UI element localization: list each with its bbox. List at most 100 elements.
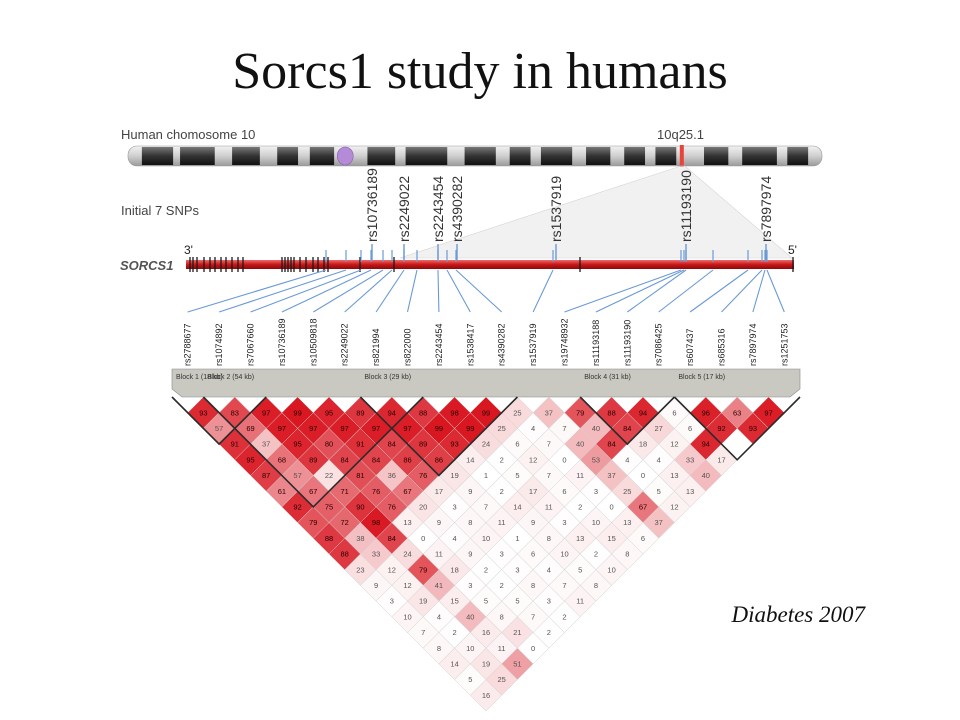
ld-value: 5 <box>515 471 519 480</box>
snp-label: rs1251753 <box>779 323 789 366</box>
snp-label-row: rs2788677 rs1074892 rs7067660 rs10736189 rs1… <box>183 318 790 366</box>
ld-value: 76 <box>388 503 396 512</box>
ld-value: 40 <box>592 424 600 433</box>
ld-value: 7 <box>421 628 425 637</box>
ld-value: 98 <box>450 408 458 417</box>
ld-value: 79 <box>419 565 427 574</box>
ld-block-outline <box>673 396 801 461</box>
ld-value: 92 <box>293 503 301 512</box>
ld-value: 94 <box>388 408 396 417</box>
snp-label: rs10736189 <box>277 318 287 366</box>
ld-value: 89 <box>309 455 317 464</box>
ld-value: 83 <box>231 408 239 417</box>
ld-value: 91 <box>356 440 364 449</box>
ld-value: 2 <box>484 565 488 574</box>
ld-value: 0 <box>531 644 535 653</box>
ld-value: 97 <box>372 424 380 433</box>
ld-value: 8 <box>500 612 504 621</box>
ld-value: 11 <box>576 471 584 480</box>
ld-value: 7 <box>531 612 535 621</box>
snp-connector <box>658 269 714 313</box>
gene-exons <box>189 257 794 272</box>
ld-value: 0 <box>610 503 614 512</box>
ld-value: 57 <box>215 424 223 433</box>
ld-value: 10 <box>466 644 474 653</box>
ld-value: 86 <box>403 455 411 464</box>
ld-value: 63 <box>733 408 741 417</box>
page-title: Sorcs1 study in humans <box>232 43 727 100</box>
ld-value: 71 <box>341 487 349 496</box>
ld-value: 5 <box>657 487 661 496</box>
ld-value: 9 <box>437 518 441 527</box>
ld-value: 7 <box>484 503 488 512</box>
ld-value: 97 <box>341 424 349 433</box>
ld-value: 53 <box>592 455 600 464</box>
ld-value: 5 <box>468 675 472 684</box>
ld-value: 0 <box>421 534 425 543</box>
ld-block-outline <box>171 396 267 446</box>
ld-value: 7 <box>562 424 566 433</box>
ld-value: 12 <box>670 503 678 512</box>
ld-value: 76 <box>419 471 427 480</box>
snp-connector <box>721 269 763 313</box>
ld-value: 19 <box>482 660 490 669</box>
ld-block-outline <box>359 396 518 477</box>
ld-value: 6 <box>562 487 566 496</box>
ld-value: 97 <box>764 408 772 417</box>
ld-value: 75 <box>325 503 333 512</box>
ld-value: 18 <box>639 440 647 449</box>
ld-value: 88 <box>325 534 333 543</box>
ld-value: 68 <box>278 455 286 464</box>
gene-bar <box>186 260 794 269</box>
snp-label: rs2788677 <box>183 323 193 366</box>
snp-label: rs1538417 <box>465 323 475 366</box>
ld-value: 67 <box>639 503 647 512</box>
ld-value: 89 <box>356 408 364 417</box>
gene-track: SORCS1 3' 5' <box>120 243 797 273</box>
ld-value: 3 <box>468 581 472 590</box>
ld-value: 99 <box>293 408 301 417</box>
ld-value: 37 <box>545 408 553 417</box>
ld-value: 4 <box>547 565 551 574</box>
ld-value: 27 <box>655 424 663 433</box>
gene-3prime: 3' <box>184 243 193 257</box>
chromosome-band <box>464 147 496 165</box>
ld-value: 76 <box>372 487 380 496</box>
snp-label: rs4390282 <box>497 323 507 366</box>
ld-value: 99 <box>482 408 490 417</box>
ld-value: 25 <box>498 675 506 684</box>
ld-value: 11 <box>435 550 443 559</box>
ld-value: 10 <box>482 534 490 543</box>
ld-value: 51 <box>513 660 521 669</box>
ld-value: 84 <box>388 534 396 543</box>
ld-value: 6 <box>531 550 535 559</box>
ld-value: 37 <box>607 471 615 480</box>
ld-value: 96 <box>702 408 710 417</box>
ld-value: 69 <box>246 424 254 433</box>
ld-value: 13 <box>403 518 411 527</box>
initial-snp-label: rs7897974 <box>758 176 774 242</box>
snp-label: rs821994 <box>371 328 381 366</box>
ld-value: 17 <box>435 487 443 496</box>
ld-value: 94 <box>702 440 710 449</box>
ld-value: 20 <box>419 503 427 512</box>
ld-value: 17 <box>529 487 537 496</box>
ld-value: 1 <box>515 534 519 543</box>
ld-value: 2 <box>500 487 504 496</box>
ld-value: 6 <box>641 534 645 543</box>
ld-value: 11 <box>545 503 553 512</box>
ld-value: 89 <box>419 440 427 449</box>
ld-value: 95 <box>293 440 301 449</box>
ld-value: 40 <box>576 440 584 449</box>
snp-label: rs607437 <box>685 328 695 366</box>
initial-snp-label: rs2249022 <box>396 176 412 242</box>
block-label: Block 1 (18 kb) <box>176 374 223 381</box>
ld-value: 3 <box>547 597 551 606</box>
ld-value: 19 <box>450 471 458 480</box>
snp-label: rs2249022 <box>340 323 350 366</box>
ld-value: 24 <box>403 550 411 559</box>
chromosome-band <box>405 147 448 165</box>
ld-value: 33 <box>686 455 694 464</box>
chromosome-band <box>232 147 260 165</box>
ld-value: 14 <box>450 660 458 669</box>
